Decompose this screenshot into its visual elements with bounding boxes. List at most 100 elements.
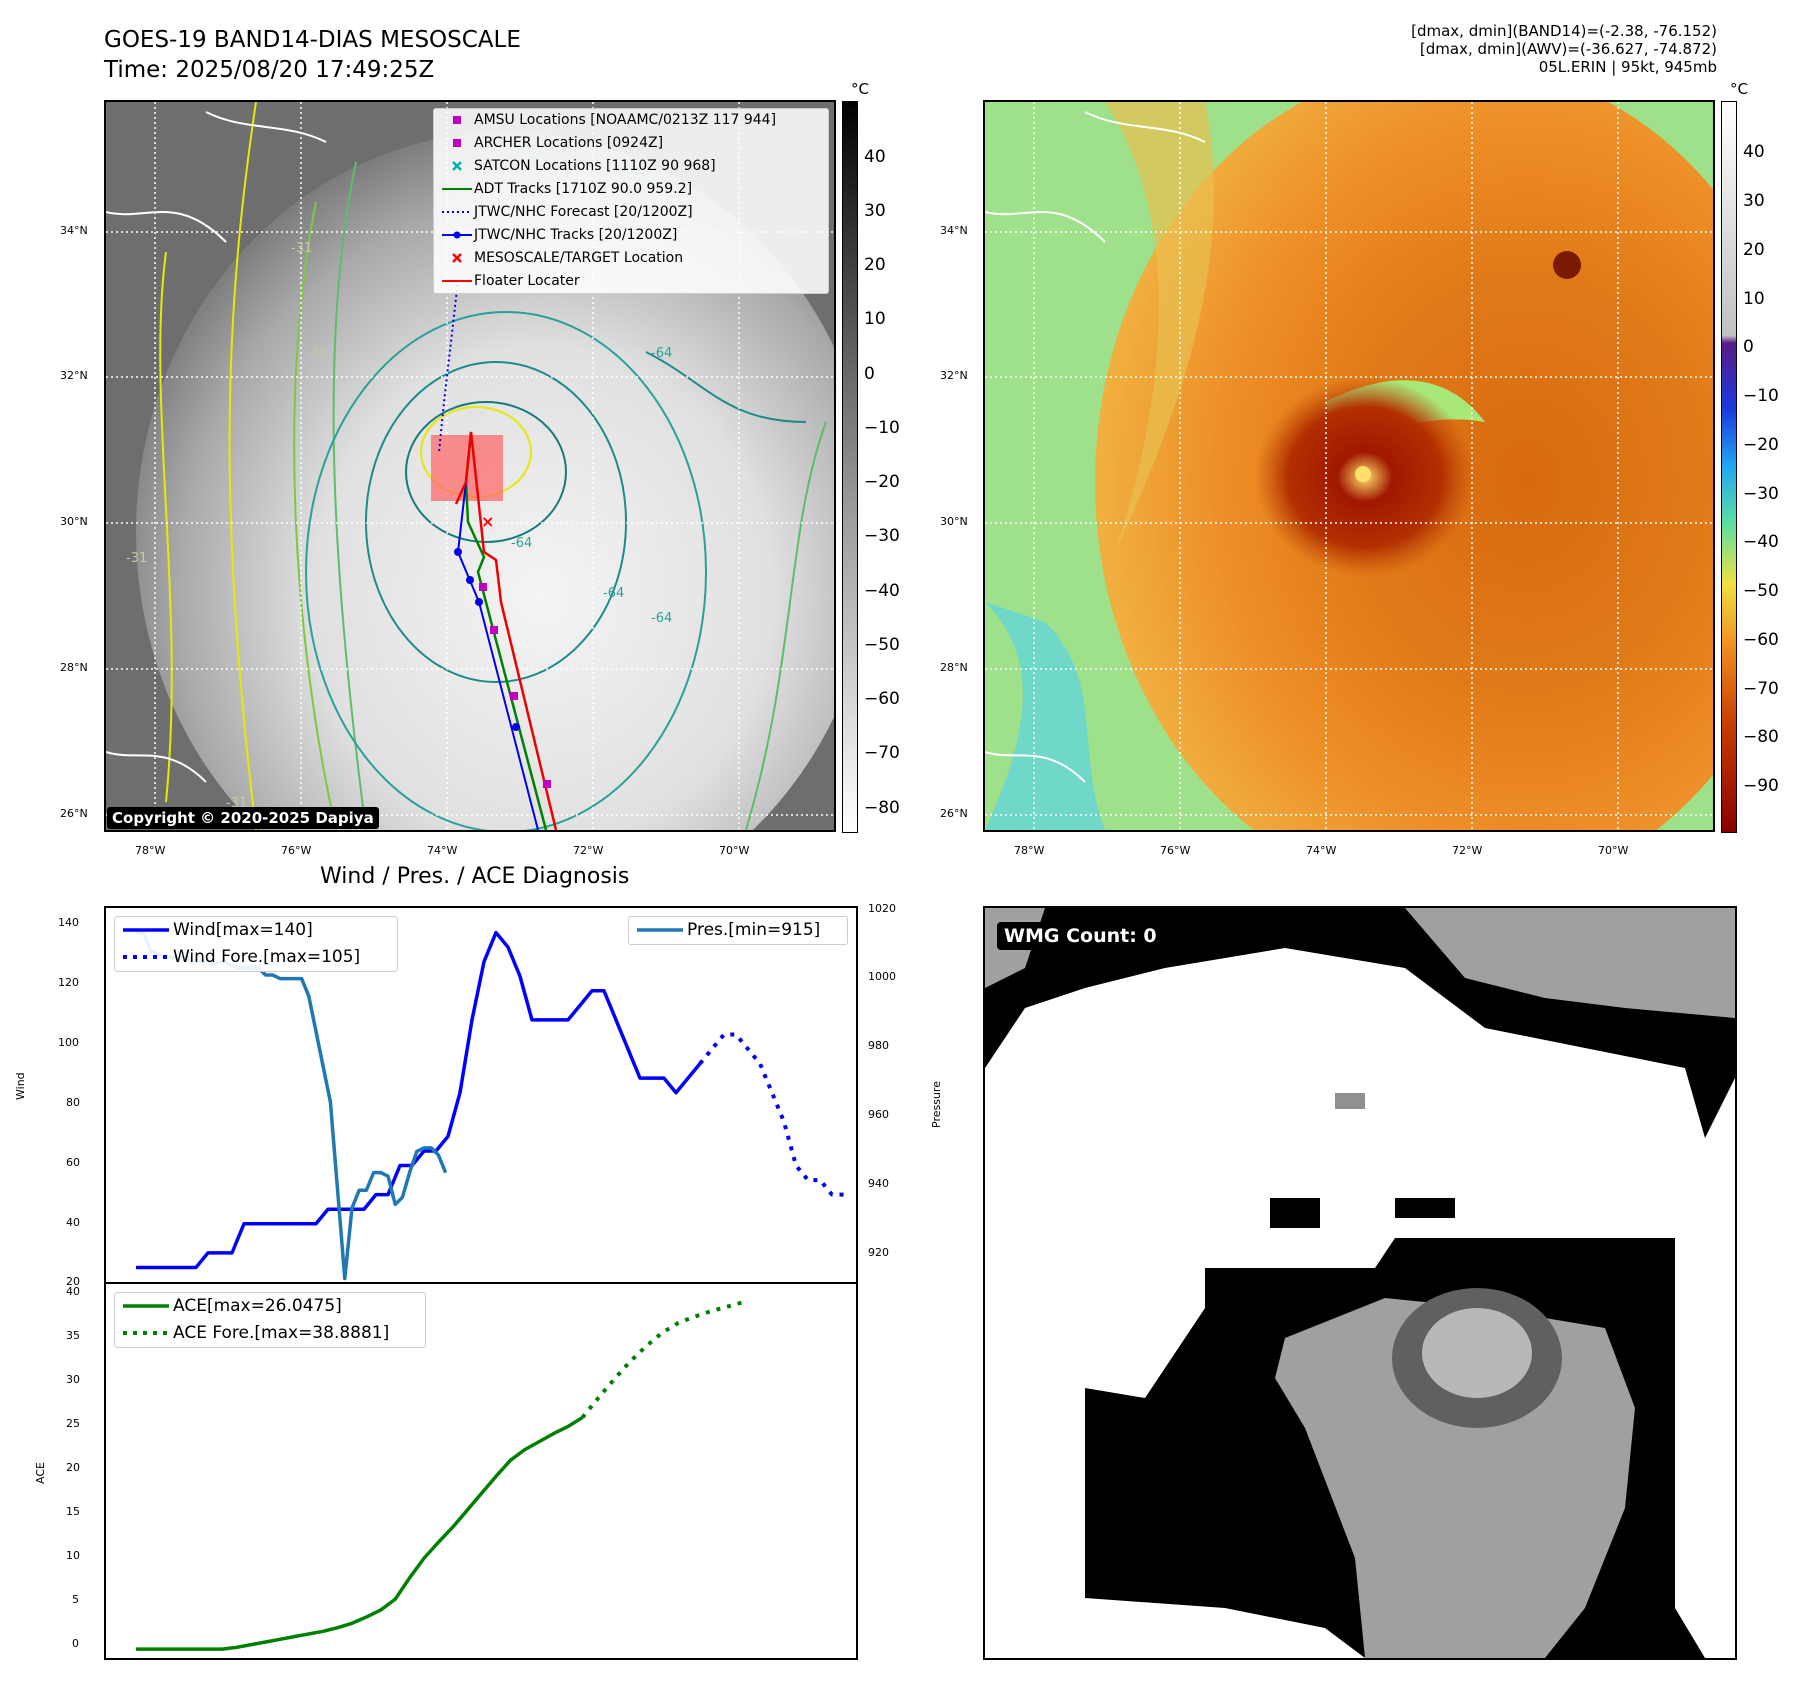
x-marker-icon [442,155,472,178]
dotted-line-icon [442,201,472,224]
colorbar-tick: −10 [864,418,900,438]
ace-axis-tick: 20 [66,1461,80,1474]
contour-label: -64 [603,586,624,601]
legend-item-wind: Wind[max=140] [115,917,397,944]
line-icon [123,1293,169,1320]
colorbar-unit: °C [1730,80,1748,98]
info-awv: [dmax, dmin](AWV)=(-36.627, -74.872) [1419,40,1717,58]
ace-forecast-series-line [580,1300,742,1419]
contour-teal-1 [305,311,707,830]
colorbar-tick: 30 [864,201,886,221]
colorbar-tick: 20 [1743,240,1765,260]
colorbar-unit: °C [851,80,869,98]
figure-title-line1: GOES-19 BAND14-DIAS MESOSCALE [104,27,521,53]
pressure-axis-tick: 940 [868,1177,889,1190]
floater-track [454,431,558,830]
contour-teal-2 [365,361,627,683]
ace-legend: ACE[max=26.0475] ACE Fore.[max=38.8881] [114,1292,426,1348]
wind-pressure-panel: Wind[max=140] Wind Fore.[max=105] Pres.[… [104,906,858,1284]
colorbar-tick: 20 [864,255,886,275]
lat-label: 34°N [60,224,88,237]
colorbar-tick: −20 [1743,435,1779,455]
lat-label: 30°N [60,515,88,528]
colorbar-tick: −50 [864,635,900,655]
wmg-pixel-grid [985,908,1735,1658]
archer-marker [490,626,498,634]
legend-item-ace-forecast: ACE Fore.[max=38.8881] [115,1320,425,1347]
colorbar-tick: −30 [864,526,900,546]
forecast-track [438,279,459,453]
ace-axis-tick: 0 [72,1637,79,1650]
colorbar-tick: 0 [864,364,875,384]
ace-axis-tick: 10 [66,1549,80,1562]
colorbar-tick: −50 [1743,581,1779,601]
wmg-cold-cell [1270,1198,1320,1228]
square-marker-icon [442,109,472,132]
lon-label: 78°W [1014,844,1045,857]
ace-panel: ACE[max=26.0475] ACE Fore.[max=38.8881] [104,1282,858,1660]
lat-label: 32°N [60,369,88,382]
legend-item-ace: ACE[max=26.0475] [115,1293,425,1320]
wind-axis-tick: 100 [58,1036,79,1049]
pressure-axis-tick: 1020 [868,902,896,915]
legend-item-wind-forecast: Wind Fore.[max=105] [115,944,397,971]
contour-label: -64 [511,536,532,551]
legend-item-forecast: JTWC/NHC Forecast [20/1200Z] [434,201,828,224]
line-icon [442,178,472,201]
ace-axis-tick: 15 [66,1505,80,1518]
lat-label: 26°N [60,807,88,820]
legend-item-adt: ADT Tracks [1710Z 90.0 959.2] [434,178,828,201]
pressure-series-line [136,930,448,1281]
wind-series-line [136,930,702,1270]
ir-grayscale-map: × -31 -31 -31 -64 -64 -64 -64 -31 AMSU L… [104,100,836,832]
wind-forecast-series-line [698,1032,844,1197]
lon-label: 74°W [427,844,458,857]
wind-axis-tick: 80 [66,1096,80,1109]
colorbar-tick: −30 [1743,484,1779,504]
pressure-axis-tick: 960 [868,1108,889,1121]
colorbar-tick: −90 [1743,776,1779,796]
wmg-count-badge: WMG Count: 0 [997,922,1164,950]
wind-axis-tick: 60 [66,1156,80,1169]
legend-item-satcon: SATCON Locations [1110Z 90 968] [434,155,828,178]
colorbar-tick: −40 [864,581,900,601]
lon-label: 72°W [1452,844,1483,857]
wmg-gray-region [1405,908,1735,1018]
contour-label: -64 [651,346,672,361]
ir-color-map [983,100,1715,832]
pressure-axis-tick: 980 [868,1039,889,1052]
x-marker-icon [442,247,472,270]
wind-axis-tick: 40 [66,1216,80,1229]
info-block: [dmax, dmin](BAND14)=(-2.38, -76.152) [d… [1411,22,1717,76]
lat-label: 26°N [940,807,968,820]
lat-label: 30°N [940,515,968,528]
contour-green-1 [332,161,827,830]
wmg-cold-cell [1395,1198,1455,1218]
wind-axis-tick: 120 [58,976,79,989]
legend-item-amsu: AMSU Locations [NOAAMC/0213Z 117 944] [434,109,828,132]
pressure-axis-tick: 920 [868,1246,889,1259]
jtwc-track-point [454,548,462,556]
line-icon [442,270,472,293]
contour-label: -31 [306,346,327,361]
wind-legend: Wind[max=140] Wind Fore.[max=105] [114,916,398,972]
colorbar-tick: 0 [1743,337,1754,357]
grayscale-colorbar [842,101,858,833]
ace-axis-tick: 25 [66,1417,80,1430]
pressure-axis-tick: 1000 [868,970,896,983]
jtwc-track-point [512,723,520,731]
contour-label: -64 [651,611,672,626]
line-icon [637,917,683,944]
map-legend: AMSU Locations [NOAAMC/0213Z 117 944] AR… [433,108,829,294]
lon-label: 72°W [573,844,604,857]
colorbar-tick: −60 [864,689,900,709]
colorbar-tick: 40 [864,147,886,167]
lat-label: 32°N [940,369,968,382]
coastline [985,111,1206,783]
line-dot-icon [442,224,472,247]
info-band14: [dmax, dmin](BAND14)=(-2.38, -76.152) [1411,22,1717,40]
ace-series-line [136,1416,584,1651]
outer-band [1105,102,1214,552]
pressure-axis-label: Pressure [930,1081,943,1128]
legend-item-target: MESOSCALE/TARGET Location [434,247,828,270]
